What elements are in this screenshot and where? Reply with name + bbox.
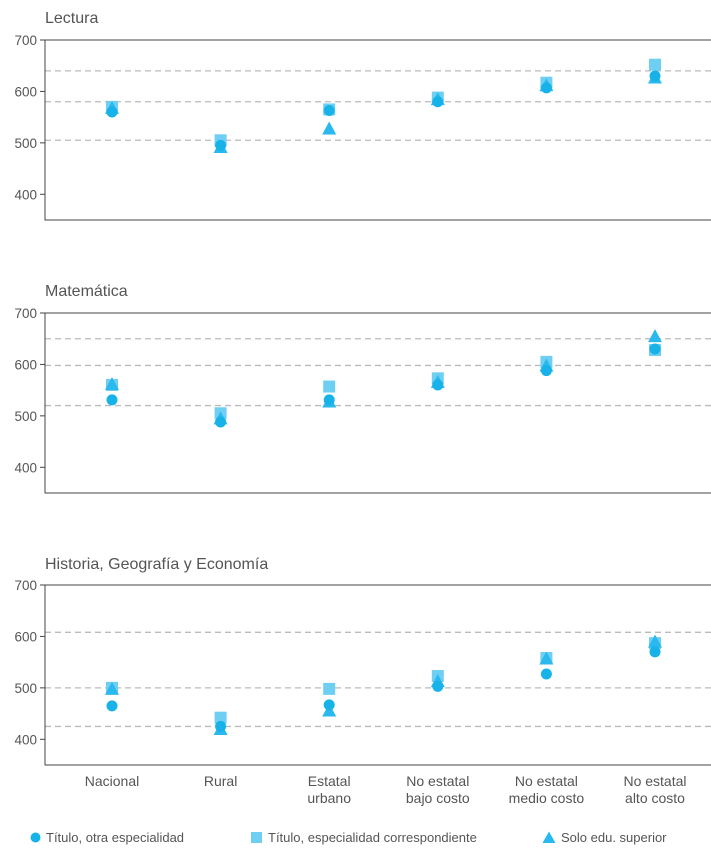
point-triangle [105, 681, 119, 695]
point-triangle [105, 376, 119, 390]
point-circle [323, 104, 335, 116]
point-circle [540, 82, 552, 94]
point-circle [215, 139, 227, 151]
legend: Título, otra especialidad Título, especi… [30, 829, 711, 845]
plot-frame [44, 39, 711, 221]
point-circle [215, 416, 227, 428]
point-circle [649, 70, 661, 82]
point-circle [540, 365, 552, 377]
point-square [214, 711, 227, 724]
legend-label: Título, otra especialidad [46, 830, 185, 846]
point-circle [649, 343, 661, 355]
y-tick-label: 700 [14, 578, 37, 593]
point-circle [432, 96, 444, 108]
x-tick-label: No estatal [406, 773, 469, 789]
panel-title: Historia, Geografía y Economía [45, 556, 268, 573]
point-circle [649, 646, 661, 658]
point-triangle [648, 329, 662, 343]
legend-label: Solo edu. superior [561, 830, 667, 846]
y-tick-label: 700 [14, 33, 37, 48]
point-triangle [322, 121, 337, 135]
x-tick-label: Nacional [85, 773, 139, 789]
legend-item-circle: Título, otra especialidad [30, 829, 184, 845]
plot-frame [44, 312, 711, 494]
point-circle [106, 700, 118, 712]
x-tick-label: No estatal [515, 773, 578, 789]
x-tick-label: urbano [307, 790, 351, 806]
panel-title: Lectura [45, 10, 98, 27]
point-square [323, 380, 336, 393]
legend-label: Título, especialidad correspondiente [268, 830, 477, 846]
point-circle [432, 680, 444, 692]
y-tick-label: 400 [14, 732, 37, 747]
point-square [649, 58, 661, 71]
triangle-icon [542, 831, 556, 844]
point-circle [323, 699, 335, 711]
point-circle [540, 668, 552, 680]
y-tick-label: 600 [14, 84, 37, 99]
y-tick-label: 700 [14, 306, 37, 321]
x-tick-label: Estatal [308, 773, 351, 789]
circle-icon [30, 832, 41, 843]
x-tick-label: medio costo [509, 790, 585, 806]
y-tick-label: 600 [14, 629, 37, 644]
x-tick-label: Rural [204, 773, 237, 789]
point-circle [215, 720, 227, 732]
x-tick-label: No estatal [623, 773, 686, 789]
x-tick-label: alto costo [625, 790, 685, 806]
y-tick-label: 500 [14, 136, 37, 151]
y-tick-label: 400 [14, 187, 37, 202]
y-tick-label: 400 [14, 460, 37, 475]
y-tick-label: 500 [14, 681, 37, 696]
point-square [323, 682, 336, 695]
legend-item-triangle: Solo edu. superior [542, 829, 667, 845]
point-circle [106, 106, 118, 118]
plot-frame [44, 584, 711, 766]
legend-item-square: Título, especialidad correspondiente [250, 829, 477, 845]
point-circle [323, 394, 335, 406]
point-triangle [539, 651, 554, 665]
point-triangle [648, 634, 662, 648]
point-circle [432, 379, 444, 391]
point-circle [106, 394, 118, 406]
x-tick-label: bajo costo [406, 790, 470, 806]
square-icon [251, 832, 262, 844]
y-tick-label: 600 [14, 357, 37, 372]
y-tick-label: 500 [14, 409, 37, 424]
panel-title: Matemática [45, 283, 128, 300]
